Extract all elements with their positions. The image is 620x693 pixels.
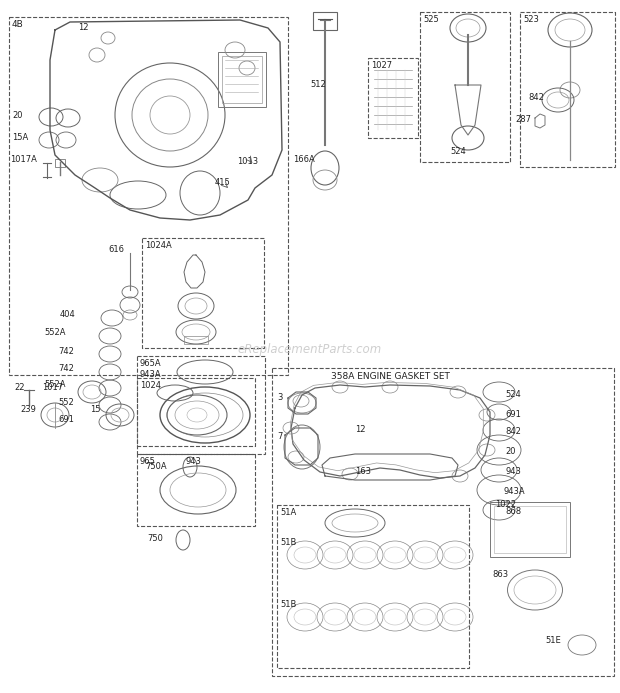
Bar	[494, 506, 566, 553]
Bar	[520, 12, 615, 167]
Text: 4B: 4B	[12, 20, 24, 29]
Text: 287: 287	[515, 115, 531, 124]
Bar	[368, 58, 418, 138]
Text: 1017: 1017	[42, 383, 63, 392]
Bar	[490, 502, 570, 557]
Bar	[222, 56, 262, 103]
Text: 868: 868	[505, 507, 521, 516]
Text: 742: 742	[58, 347, 74, 356]
Text: 742: 742	[58, 364, 74, 373]
Bar	[55, 159, 65, 167]
Text: 163: 163	[355, 467, 371, 476]
Text: 842: 842	[528, 93, 544, 102]
Text: 51B: 51B	[280, 538, 296, 547]
Text: 524: 524	[450, 147, 466, 156]
Text: 616: 616	[108, 245, 124, 254]
Text: 691: 691	[505, 410, 521, 419]
Text: 524: 524	[505, 390, 521, 399]
Text: 943A: 943A	[140, 370, 162, 379]
Text: 525: 525	[423, 15, 439, 24]
Text: 239: 239	[20, 405, 36, 414]
Text: 691: 691	[58, 415, 74, 424]
Text: 552A: 552A	[44, 328, 66, 337]
Text: 22: 22	[14, 383, 25, 392]
Text: 965A: 965A	[140, 359, 162, 368]
Text: eReplacementParts.com: eReplacementParts.com	[238, 344, 382, 356]
Bar	[184, 336, 208, 344]
Text: 20: 20	[12, 111, 22, 120]
Text: 1013: 1013	[237, 157, 258, 166]
Bar	[218, 52, 266, 107]
Text: 3: 3	[277, 393, 282, 402]
Bar	[9, 17, 288, 375]
Text: 965: 965	[140, 457, 156, 466]
Text: 15A: 15A	[12, 133, 29, 142]
Bar	[420, 12, 510, 162]
Bar	[142, 238, 264, 348]
Text: 20: 20	[505, 447, 515, 456]
Text: 7: 7	[277, 432, 282, 441]
Bar	[272, 368, 614, 676]
Text: 12: 12	[355, 425, 366, 434]
Text: 12: 12	[78, 23, 89, 32]
Text: 166A: 166A	[293, 155, 315, 164]
Text: 943: 943	[185, 457, 201, 466]
Bar	[137, 378, 255, 446]
Text: 943: 943	[505, 467, 521, 476]
Bar	[137, 454, 255, 526]
Text: 750A: 750A	[145, 462, 167, 471]
Text: 358A ENGINE GASKET SET: 358A ENGINE GASKET SET	[330, 372, 450, 381]
Text: 1027: 1027	[371, 61, 392, 70]
Text: 943A: 943A	[503, 487, 525, 496]
Text: 415: 415	[215, 178, 231, 187]
Text: 863: 863	[492, 570, 508, 579]
Text: 512: 512	[310, 80, 326, 89]
Text: 750: 750	[147, 534, 163, 543]
Text: 552: 552	[58, 398, 74, 407]
Text: 842: 842	[505, 427, 521, 436]
Text: 51B: 51B	[280, 600, 296, 609]
Text: 1024A: 1024A	[145, 241, 172, 250]
Text: 1024: 1024	[140, 381, 161, 390]
Text: 51A: 51A	[280, 508, 296, 517]
Text: 523: 523	[523, 15, 539, 24]
Text: 552A: 552A	[44, 380, 66, 389]
Text: 1017A: 1017A	[10, 155, 37, 164]
Text: 404: 404	[60, 310, 76, 319]
Text: 15: 15	[90, 405, 100, 414]
Bar	[137, 356, 265, 454]
Bar	[277, 505, 469, 668]
Bar	[313, 12, 337, 30]
Text: 1022: 1022	[495, 500, 516, 509]
Text: 51E: 51E	[545, 636, 560, 645]
